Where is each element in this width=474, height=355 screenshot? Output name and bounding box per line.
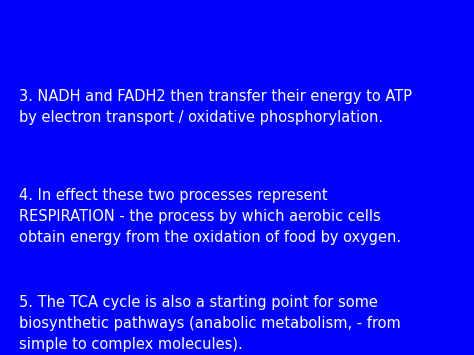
Text: 4. In effect these two processes represent
RESPIRATION - the process by which ae: 4. In effect these two processes represe…: [19, 188, 401, 245]
Text: 3. NADH and FADH2 then transfer their energy to ATP
by electron transport / oxid: 3. NADH and FADH2 then transfer their en…: [19, 89, 412, 125]
Text: 5. The TCA cycle is also a starting point for some
biosynthetic pathways (anabol: 5. The TCA cycle is also a starting poin…: [19, 295, 401, 352]
